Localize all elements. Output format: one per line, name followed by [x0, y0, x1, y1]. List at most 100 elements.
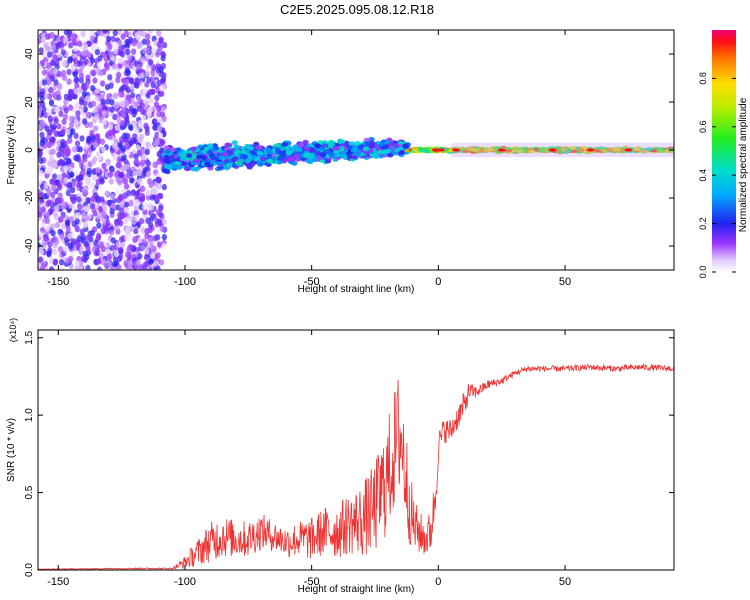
- heatmap-cell: [144, 81, 150, 88]
- heatmap-cell: [159, 225, 165, 232]
- heatmap-cell: [398, 150, 405, 155]
- heatmap-cell: [38, 200, 42, 207]
- heatmap-cell: [48, 99, 55, 106]
- heatmap-cell: [65, 226, 71, 233]
- heatmap-cell: [85, 264, 91, 270]
- heatmap-cell: [308, 152, 315, 158]
- heatmap-cell: [278, 156, 285, 161]
- colorbar-tick-label: 0.0: [698, 266, 708, 279]
- heatmap-cell: [253, 141, 260, 147]
- heatmap-cell: [44, 33, 51, 40]
- heatmap-cell: [387, 152, 394, 158]
- heatmap-cell: [90, 182, 96, 189]
- heatmap-cell: [79, 245, 85, 252]
- snr-y-label: SNR (10 * v/v): [6, 418, 17, 482]
- heatmap-cell: [86, 167, 92, 175]
- heatmap-cell: [100, 245, 107, 253]
- heatmap-cell: [72, 146, 78, 153]
- heatmap-cell: [119, 236, 125, 243]
- heatmap-cell: [287, 156, 294, 162]
- heatmap-cell: [106, 93, 112, 100]
- heatmap-cell: [139, 72, 145, 79]
- heatmap-cell: [184, 166, 191, 172]
- heatmap-cell: [151, 118, 158, 125]
- heatmap-cell: [624, 148, 633, 152]
- heatmap-cell: [125, 69, 131, 77]
- heatmap-cell: [43, 93, 49, 100]
- heatmap-cell: [73, 119, 79, 126]
- heatmap-cell: [92, 156, 98, 163]
- heatmap-cell: [92, 174, 98, 182]
- heatmap-cell: [117, 141, 123, 148]
- heatmap-cell: [51, 185, 57, 192]
- heatmap-cell: [124, 142, 130, 149]
- heatmap-cell: [55, 106, 61, 113]
- heatmap-cell: [124, 78, 130, 86]
- heatmap-cell: [108, 82, 114, 89]
- heatmap-cell: [130, 92, 136, 99]
- snr-series-line: [38, 362, 674, 570]
- heatmap-cell: [267, 150, 274, 155]
- colorbar-gradient: [712, 30, 736, 272]
- heatmap-cell: [122, 192, 128, 199]
- heatmap-cell: [130, 189, 136, 196]
- heatmap-cell: [112, 92, 118, 99]
- heatmap-cell: [148, 181, 154, 189]
- heatmap-cell: [61, 118, 67, 125]
- heatmap-cell: [154, 194, 160, 201]
- heatmap-cell: [63, 165, 69, 172]
- heatmap-cell: [71, 33, 77, 40]
- heatmap-cell: [75, 110, 81, 117]
- heatmap-cell: [161, 218, 167, 226]
- heatmap-cell: [354, 150, 361, 156]
- heatmap-cell: [101, 217, 107, 224]
- heatmap-cell: [121, 112, 127, 119]
- heatmap-cell: [53, 213, 60, 220]
- heatmap-cell: [156, 110, 162, 118]
- heatmap-cell: [150, 81, 156, 89]
- heatmap-cell: [319, 152, 327, 158]
- heatmap-cell: [452, 148, 461, 152]
- heatmap-cell: [91, 69, 97, 77]
- heatmap-cell: [333, 145, 340, 151]
- heatmap-cell: [132, 170, 138, 177]
- heatmap-cell: [109, 229, 115, 236]
- heatmap-cell: [107, 50, 113, 58]
- heatmap-cell: [81, 212, 87, 219]
- heatmap-cell: [95, 166, 101, 174]
- colorbar-tick-label: 0.6: [698, 121, 708, 134]
- heatmap-cell: [586, 148, 595, 152]
- heatmap-cell: [69, 171, 75, 178]
- heatmap-cell: [120, 33, 126, 40]
- heatmap-cell: [110, 202, 116, 210]
- heatmap-cell: [76, 196, 82, 203]
- heatmap-cell: [337, 138, 344, 144]
- heatmap-cell: [60, 222, 67, 230]
- heatmap-cell: [134, 214, 140, 221]
- heatmap-cell: [89, 35, 95, 42]
- heatmap-marks: [38, 30, 674, 270]
- heatmap-cell: [101, 203, 107, 211]
- heatmap-cell: [256, 150, 263, 156]
- heatmap-cell: [68, 115, 75, 123]
- heatmap-cell: [156, 241, 162, 248]
- heatmap-cell: [104, 190, 110, 197]
- heatmap-cell: [338, 153, 345, 159]
- heatmap-cell: [57, 174, 63, 181]
- heatmap-cell: [314, 143, 322, 149]
- heatmap-cell: [83, 163, 89, 170]
- y-tick-label: 40: [24, 48, 35, 60]
- heatmap-cell: [85, 245, 91, 252]
- heatmap-cell: [63, 246, 69, 253]
- heatmap-cell: [145, 48, 151, 55]
- heatmap-cell: [164, 149, 171, 155]
- heatmap-cell: [148, 221, 154, 228]
- heatmap-cell: [128, 243, 134, 251]
- heatmap-cell: [39, 140, 45, 147]
- heatmap-cell: [82, 153, 88, 160]
- heatmap-cell: [145, 39, 151, 46]
- heatmap-cell: [139, 159, 145, 166]
- heatmap-cell: [85, 111, 91, 119]
- heatmap-cell: [78, 77, 84, 84]
- heatmap-cell: [156, 67, 162, 74]
